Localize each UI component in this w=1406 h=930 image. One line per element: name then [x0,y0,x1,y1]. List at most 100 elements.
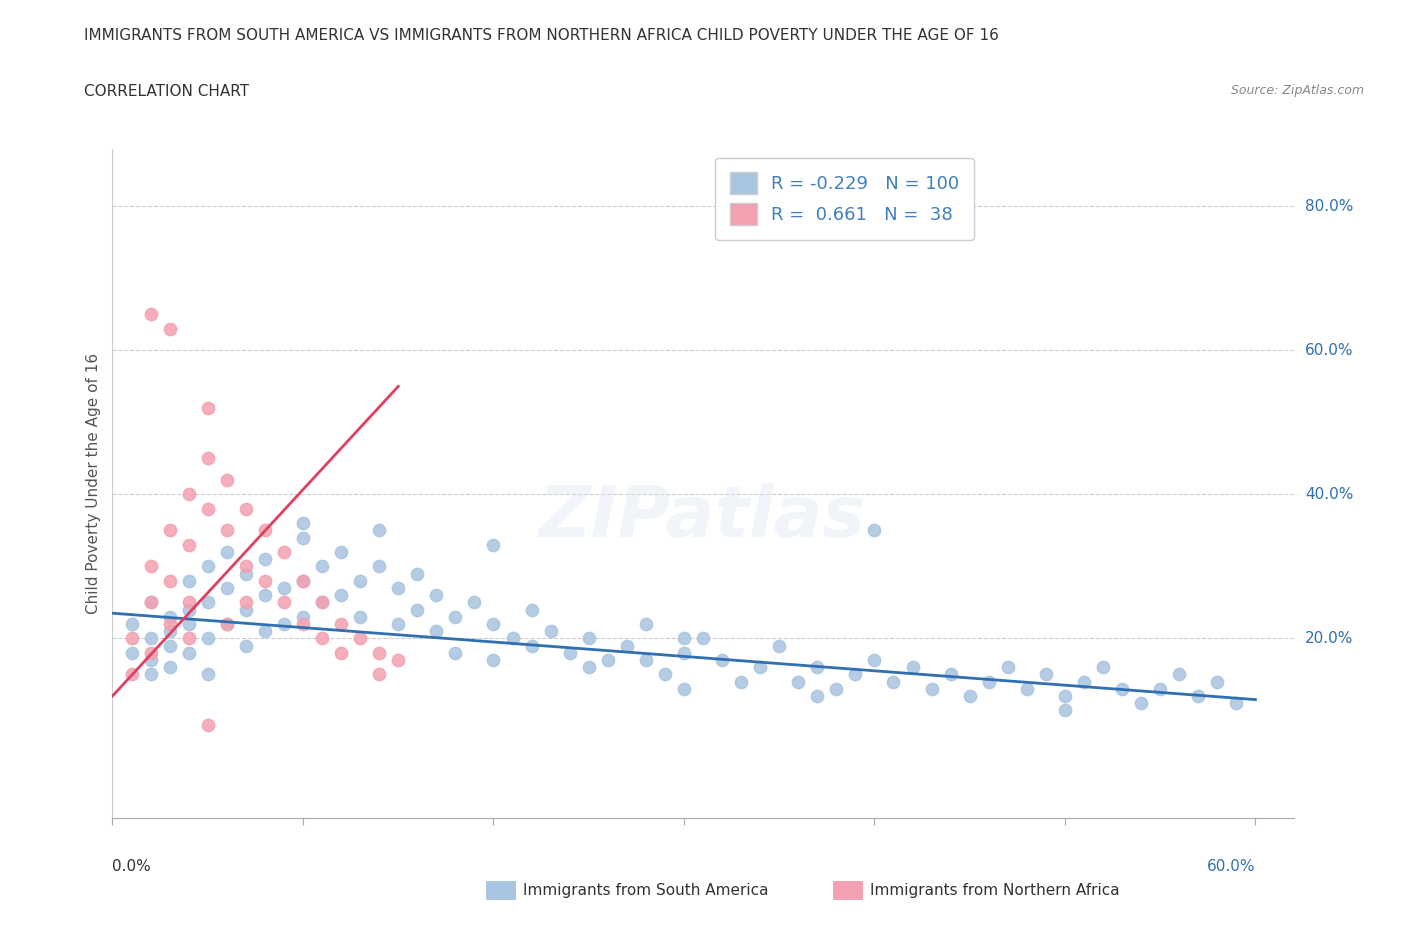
Point [139,595,162,610]
Point [672,631,695,645]
Point [159,523,181,538]
Point [959,688,981,703]
Point [482,538,505,552]
Point [1111,682,1133,697]
Point [368,667,391,682]
Point [330,588,353,603]
Point [1035,667,1057,682]
Point [291,574,314,589]
Text: 40.0%: 40.0% [1305,487,1354,502]
Point [197,595,219,610]
Point [273,595,295,610]
Point [482,617,505,631]
Point [215,617,238,631]
Point [291,609,314,624]
Point [616,638,638,653]
Point [215,472,238,487]
Point [215,580,238,595]
Point [159,617,181,631]
Point [349,609,371,624]
Point [349,574,371,589]
Point [997,659,1019,674]
Point [177,595,200,610]
Point [578,631,600,645]
Point [159,609,181,624]
Point [139,631,162,645]
Text: 60.0%: 60.0% [1206,858,1256,873]
Point [197,559,219,574]
Point [768,638,790,653]
Point [1092,659,1115,674]
Point [197,717,219,732]
Point [311,595,333,610]
Point [311,631,333,645]
Text: IMMIGRANTS FROM SOUTH AMERICA VS IMMIGRANTS FROM NORTHERN AFRICA CHILD POVERTY U: IMMIGRANTS FROM SOUTH AMERICA VS IMMIGRA… [84,28,1000,43]
Point [1053,688,1076,703]
Point [520,602,543,617]
Point [121,617,143,631]
Point [387,617,409,631]
Point [253,523,276,538]
Point [825,682,848,697]
Point [578,659,600,674]
Point [463,595,485,610]
Text: Immigrants from Northern Africa: Immigrants from Northern Africa [870,883,1121,897]
Point [406,566,429,581]
Point [921,682,943,697]
Point [139,653,162,668]
Point [368,559,391,574]
Point [197,667,219,682]
Point [139,559,162,574]
Text: 80.0%: 80.0% [1305,199,1354,214]
Point [425,588,447,603]
Point [197,501,219,516]
Point [235,566,257,581]
Point [253,574,276,589]
Point [139,667,162,682]
Point [863,653,886,668]
Point [444,645,467,660]
Point [311,559,333,574]
Point [159,624,181,639]
Point [730,674,752,689]
Point [159,574,181,589]
Point [672,645,695,660]
Point [177,631,200,645]
Legend: R = -0.229   N = 100, R =  0.661   N =  38: R = -0.229 N = 100, R = 0.661 N = 38 [716,158,974,240]
Point [121,667,143,682]
Point [1015,682,1038,697]
Point [749,659,772,674]
Point [368,645,391,660]
Point [121,645,143,660]
Point [159,659,181,674]
Point [330,545,353,560]
Point [215,523,238,538]
Point [273,545,295,560]
Point [711,653,734,668]
Point [977,674,1000,689]
Point [844,667,866,682]
Text: CORRELATION CHART: CORRELATION CHART [84,84,249,99]
Point [596,653,619,668]
Point [253,624,276,639]
Point [939,667,962,682]
Point [634,653,657,668]
Text: 0.0%: 0.0% [112,858,152,873]
Point [502,631,524,645]
Point [215,617,238,631]
Text: ZIPatlas: ZIPatlas [540,483,866,551]
Point [540,624,562,639]
Point [177,617,200,631]
Point [197,401,219,416]
Point [806,688,828,703]
Point [177,574,200,589]
Point [139,595,162,610]
Point [291,617,314,631]
Point [1130,696,1153,711]
Point [291,516,314,531]
Point [558,645,581,660]
Point [215,545,238,560]
Point [177,645,200,660]
Point [387,580,409,595]
Point [863,523,886,538]
